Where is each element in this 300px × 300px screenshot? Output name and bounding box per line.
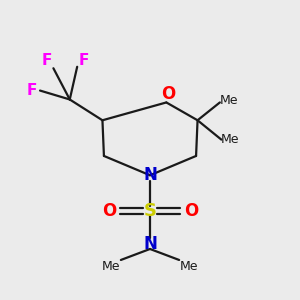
Text: N: N bbox=[143, 166, 157, 184]
Text: Me: Me bbox=[180, 260, 199, 273]
Text: S: S bbox=[143, 202, 157, 220]
Text: Me: Me bbox=[221, 133, 239, 146]
Text: O: O bbox=[161, 85, 175, 103]
Text: F: F bbox=[42, 53, 52, 68]
Text: O: O bbox=[102, 202, 116, 220]
Text: O: O bbox=[184, 202, 198, 220]
Text: F: F bbox=[26, 83, 37, 98]
Text: Me: Me bbox=[220, 94, 238, 107]
Text: F: F bbox=[79, 53, 89, 68]
Text: Me: Me bbox=[101, 260, 120, 273]
Text: N: N bbox=[143, 235, 157, 253]
